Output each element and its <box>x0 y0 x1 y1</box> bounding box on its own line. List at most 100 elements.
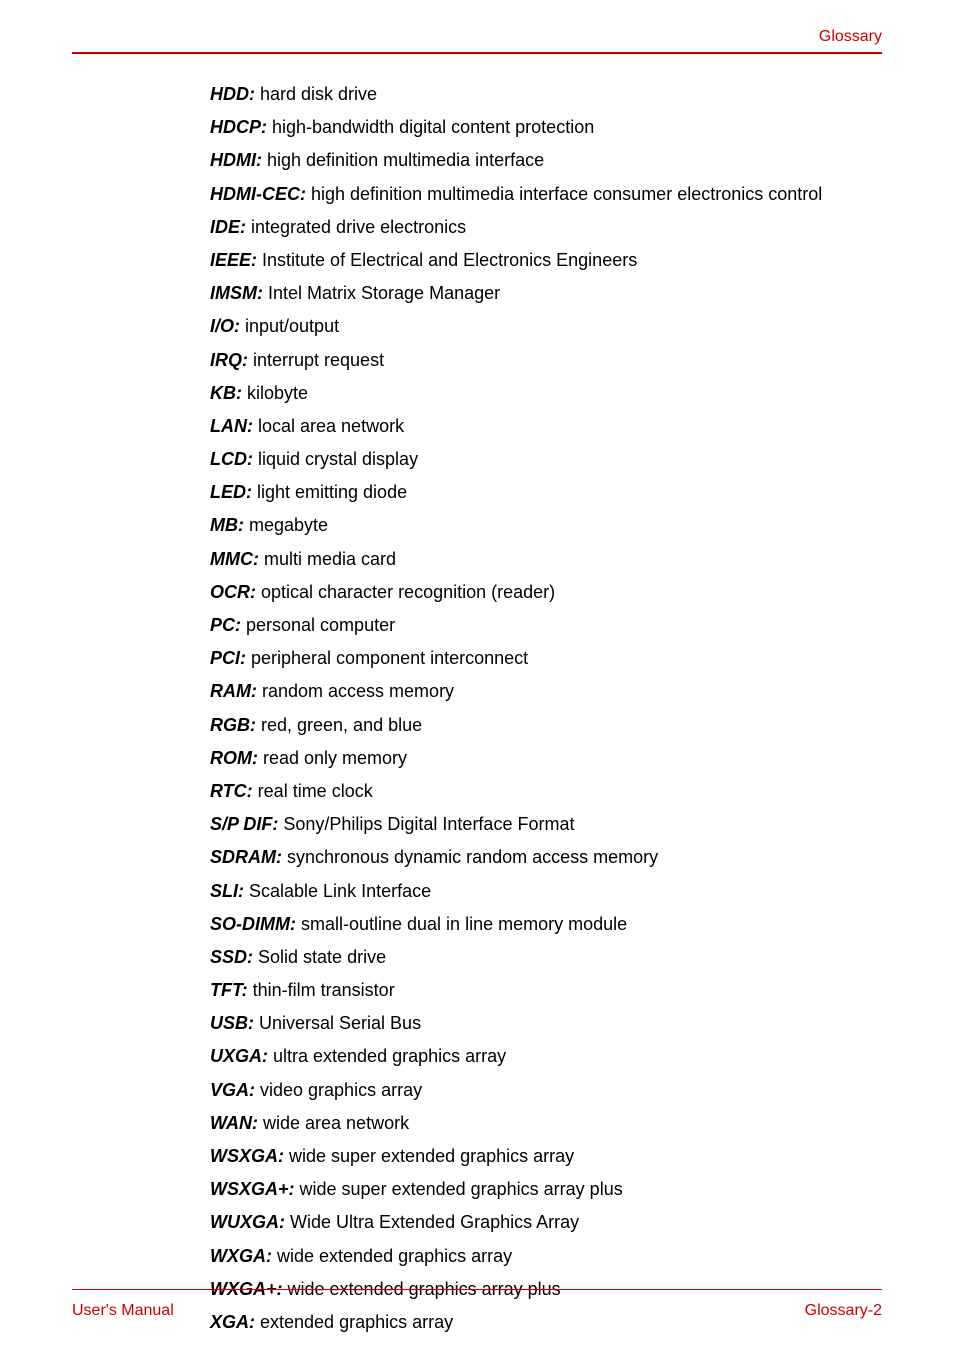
glossary-definition: interrupt request <box>248 350 384 370</box>
glossary-entry: WXGA: wide extended graphics array <box>210 1244 882 1269</box>
glossary-entry: XGA: extended graphics array <box>210 1310 882 1335</box>
glossary-term: IEEE: <box>210 250 257 270</box>
glossary-entry: MB: megabyte <box>210 513 882 538</box>
glossary-definition: kilobyte <box>242 383 308 403</box>
glossary-definition: Intel Matrix Storage Manager <box>263 283 500 303</box>
glossary-definition: video graphics array <box>255 1080 422 1100</box>
glossary-term: ROM: <box>210 748 258 768</box>
glossary-term: USB: <box>210 1013 254 1033</box>
glossary-definition: input/output <box>240 316 339 336</box>
footer-divider <box>72 1289 882 1290</box>
glossary-definition: integrated drive electronics <box>246 217 466 237</box>
glossary-term: SDRAM: <box>210 847 282 867</box>
glossary-term: HDCP: <box>210 117 267 137</box>
glossary-term: TFT: <box>210 980 248 1000</box>
glossary-definition: liquid crystal display <box>253 449 418 469</box>
glossary-content: HDD: hard disk drive HDCP: high-bandwidth… <box>210 82 882 1343</box>
glossary-entry: I/O: input/output <box>210 314 882 339</box>
footer-left: User's Manual <box>72 1302 174 1320</box>
glossary-definition: light emitting diode <box>252 482 407 502</box>
glossary-term: PCI: <box>210 648 246 668</box>
glossary-definition: random access memory <box>257 681 454 701</box>
glossary-entry: LAN: local area network <box>210 414 882 439</box>
glossary-definition: Solid state drive <box>253 947 386 967</box>
glossary-term: I/O: <box>210 316 240 336</box>
glossary-entry: SLI: Scalable Link Interface <box>210 879 882 904</box>
glossary-entry: PCI: peripheral component interconnect <box>210 646 882 671</box>
glossary-definition: peripheral component interconnect <box>246 648 528 668</box>
glossary-definition: thin-film transistor <box>248 980 395 1000</box>
glossary-entry: SSD: Solid state drive <box>210 945 882 970</box>
glossary-entry: LED: light emitting diode <box>210 480 882 505</box>
glossary-term: RAM: <box>210 681 257 701</box>
glossary-definition: high definition multimedia interface <box>262 150 544 170</box>
glossary-entry: ROM: read only memory <box>210 746 882 771</box>
glossary-definition: wide extended graphics array <box>272 1246 512 1266</box>
glossary-entry: HDCP: high-bandwidth digital content pro… <box>210 115 882 140</box>
glossary-term: HDMI-CEC: <box>210 184 306 204</box>
glossary-definition: read only memory <box>258 748 407 768</box>
glossary-term: VGA: <box>210 1080 255 1100</box>
glossary-term: SO-DIMM: <box>210 914 296 934</box>
glossary-term: WAN: <box>210 1113 258 1133</box>
glossary-entry: WAN: wide area network <box>210 1111 882 1136</box>
glossary-term: S/P DIF: <box>210 814 278 834</box>
glossary-entry: UXGA: ultra extended graphics array <box>210 1044 882 1069</box>
glossary-term: WXGA: <box>210 1246 272 1266</box>
glossary-entry: IDE: integrated drive electronics <box>210 215 882 240</box>
glossary-term: RTC: <box>210 781 253 801</box>
glossary-entry: SDRAM: synchronous dynamic random access… <box>210 845 882 870</box>
glossary-definition: Sony/Philips Digital Interface Format <box>278 814 574 834</box>
header-title: Glossary <box>819 28 882 46</box>
glossary-definition: high definition multimedia interface con… <box>306 184 822 204</box>
glossary-entry: USB: Universal Serial Bus <box>210 1011 882 1036</box>
glossary-entry: S/P DIF: Sony/Philips Digital Interface … <box>210 812 882 837</box>
glossary-term: XGA: <box>210 1312 255 1332</box>
glossary-entry: IEEE: Institute of Electrical and Electr… <box>210 248 882 273</box>
glossary-term: WUXGA: <box>210 1212 285 1232</box>
header-divider <box>72 52 882 54</box>
glossary-definition: local area network <box>253 416 404 436</box>
glossary-entry: RGB: red, green, and blue <box>210 713 882 738</box>
glossary-entry: RTC: real time clock <box>210 779 882 804</box>
glossary-term: IMSM: <box>210 283 263 303</box>
footer-right: Glossary-2 <box>805 1302 882 1320</box>
glossary-definition: wide super extended graphics array <box>284 1146 574 1166</box>
glossary-entry: VGA: video graphics array <box>210 1078 882 1103</box>
glossary-definition: Scalable Link Interface <box>244 881 431 901</box>
glossary-definition: wide area network <box>258 1113 409 1133</box>
glossary-definition: optical character recognition (reader) <box>256 582 555 602</box>
glossary-term: HDMI: <box>210 150 262 170</box>
glossary-definition: wide super extended graphics array plus <box>295 1179 623 1199</box>
glossary-entry: HDMI: high definition multimedia interfa… <box>210 148 882 173</box>
glossary-definition: synchronous dynamic random access memory <box>282 847 658 867</box>
glossary-term: KB: <box>210 383 242 403</box>
glossary-definition: extended graphics array <box>255 1312 453 1332</box>
glossary-definition: ultra extended graphics array <box>268 1046 506 1066</box>
glossary-definition: red, green, and blue <box>256 715 422 735</box>
glossary-term: LAN: <box>210 416 253 436</box>
glossary-term: RGB: <box>210 715 256 735</box>
glossary-definition: high-bandwidth digital content protectio… <box>267 117 594 137</box>
glossary-entry: HDMI-CEC: high definition multimedia int… <box>210 182 882 207</box>
glossary-entry: HDD: hard disk drive <box>210 82 882 107</box>
glossary-definition: megabyte <box>244 515 328 535</box>
glossary-entry: SO-DIMM: small-outline dual in line memo… <box>210 912 882 937</box>
glossary-term: MB: <box>210 515 244 535</box>
glossary-term: HDD: <box>210 84 255 104</box>
glossary-entry: OCR: optical character recognition (read… <box>210 580 882 605</box>
glossary-term: IRQ: <box>210 350 248 370</box>
glossary-definition: Institute of Electrical and Electronics … <box>257 250 637 270</box>
glossary-entry: WSXGA: wide super extended graphics arra… <box>210 1144 882 1169</box>
glossary-term: WSXGA+: <box>210 1179 295 1199</box>
glossary-definition: personal computer <box>241 615 395 635</box>
glossary-definition: multi media card <box>259 549 396 569</box>
glossary-entry: WUXGA: Wide Ultra Extended Graphics Arra… <box>210 1210 882 1235</box>
glossary-term: MMC: <box>210 549 259 569</box>
glossary-entry: MMC: multi media card <box>210 547 882 572</box>
glossary-term: SLI: <box>210 881 244 901</box>
glossary-definition: Universal Serial Bus <box>254 1013 421 1033</box>
glossary-entry: IMSM: Intel Matrix Storage Manager <box>210 281 882 306</box>
glossary-entry: RAM: random access memory <box>210 679 882 704</box>
glossary-term: LED: <box>210 482 252 502</box>
